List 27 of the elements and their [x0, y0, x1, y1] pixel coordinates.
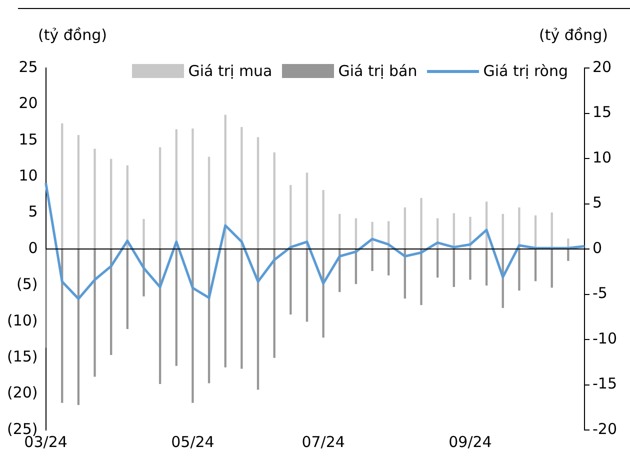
legend-label: Giá trị mua	[188, 62, 272, 80]
y-tick-label: 15	[18, 130, 38, 148]
y-axis-title: (tỷ đồng)	[38, 26, 107, 44]
y-tick-label: (20)	[6, 384, 38, 402]
y2-tick-label: 5	[592, 194, 602, 212]
y-tick-label: 20	[18, 94, 38, 112]
y2-tick-label: 20	[592, 58, 612, 76]
x-tick-label: 09/24	[448, 432, 492, 451]
y2-tick-label: 0	[592, 238, 602, 257]
y-tick-label: (5)	[16, 275, 38, 294]
legend-label: Giá trị bán	[338, 62, 418, 80]
y-tick-label: 25	[18, 58, 38, 76]
y2-tick-label: -5	[592, 284, 608, 302]
legend-label: Giá trị ròng	[483, 62, 568, 80]
y-tick-label: 10	[18, 166, 38, 184]
y2-tick-label: -10	[592, 329, 617, 348]
y2-tick-label: 10	[592, 148, 612, 166]
y-tick-label: (10)	[6, 311, 38, 330]
y-tick-label: (15)	[6, 347, 38, 366]
y2-tick-label: -20	[592, 420, 617, 438]
x-tick-label: 05/24	[171, 432, 214, 451]
y-tick-label: 0	[28, 238, 38, 257]
y2-tick-label: 15	[592, 103, 612, 122]
y2-tick-label: -15	[592, 374, 617, 393]
x-tick-label: 07/24	[302, 432, 345, 451]
y-tick-label: 5	[28, 202, 38, 221]
y2-axis-title: (tỷ đồng)	[539, 26, 608, 44]
